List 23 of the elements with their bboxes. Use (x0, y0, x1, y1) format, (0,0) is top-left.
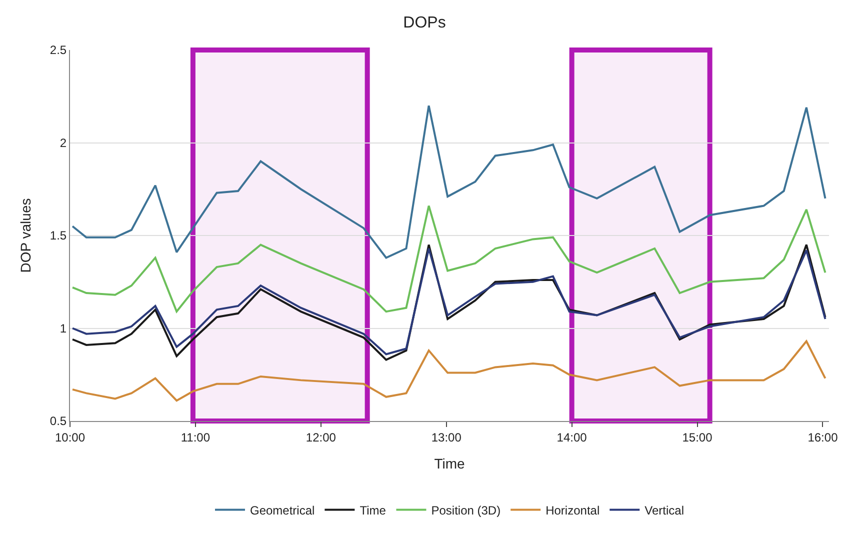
y-tick-label: 2.5 (50, 43, 67, 58)
x-tick-label: 11:00 (180, 430, 210, 444)
legend-label: Geometrical (250, 503, 315, 518)
y-tick-label: 2 (60, 136, 67, 150)
x-tick-label: 10:00 (54, 430, 86, 444)
y-tick-label: 1.5 (50, 228, 67, 243)
legend-label: Horizontal (546, 503, 600, 518)
y-axis-title: DOP values (18, 198, 34, 273)
line-series (72, 204, 826, 313)
x-tick-label: 13:00 (431, 430, 462, 444)
legend-label: Vertical (644, 503, 684, 518)
x-tick-label: 12:00 (306, 430, 336, 444)
line-series (72, 104, 826, 259)
x-tick-label: 16:00 (808, 430, 838, 444)
line-series (72, 340, 826, 402)
x-tick-label: 14:00 (556, 430, 588, 444)
y-tick-label: 1 (60, 321, 67, 336)
legend-label: Position (3D) (431, 503, 501, 518)
y-tick-label: 0.5 (50, 414, 67, 428)
legend-label: Time (360, 503, 386, 518)
chart-title: DOPs (403, 14, 446, 32)
x-tick-label: 15:00 (682, 430, 713, 444)
x-axis-title: Time (434, 456, 466, 472)
